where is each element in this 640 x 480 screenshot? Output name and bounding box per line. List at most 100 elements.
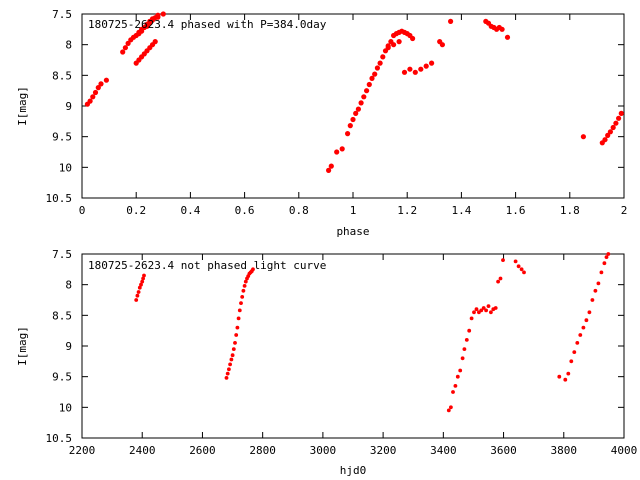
- data-point: [391, 42, 397, 48]
- data-point: [152, 39, 158, 45]
- unphased-y-axis-label: I[mag]: [16, 326, 29, 366]
- data-point: [474, 307, 479, 312]
- x-tick-label: 0.8: [289, 204, 309, 217]
- data-point: [364, 88, 370, 94]
- data-point: [410, 35, 416, 42]
- unphased-x-axis-label: hjd0: [340, 464, 367, 477]
- data-point: [590, 298, 595, 302]
- data-point: [120, 49, 126, 55]
- data-point: [499, 26, 505, 32]
- data-point: [618, 110, 624, 116]
- data-point: [569, 359, 574, 364]
- x-tick-label: 0.6: [235, 204, 255, 217]
- data-point: [230, 353, 235, 358]
- data-point: [233, 341, 237, 345]
- data-point: [122, 45, 128, 51]
- data-point: [453, 384, 458, 388]
- data-point: [412, 69, 418, 75]
- unphased-data-points: [134, 252, 611, 413]
- data-point: [103, 77, 109, 83]
- x-tick-label: 3200: [370, 444, 397, 457]
- data-point: [606, 252, 611, 256]
- data-point: [587, 310, 592, 315]
- data-point: [366, 81, 372, 88]
- data-point: [224, 376, 229, 380]
- y-tick-label: 10: [59, 401, 72, 414]
- data-point: [372, 71, 378, 77]
- data-point: [251, 267, 255, 272]
- data-point: [575, 341, 580, 345]
- data-point: [98, 81, 104, 87]
- data-point: [369, 75, 375, 81]
- data-point: [90, 94, 96, 100]
- data-point: [486, 304, 491, 308]
- data-point: [229, 357, 234, 362]
- data-point: [345, 131, 351, 137]
- data-point: [227, 367, 231, 372]
- data-point: [242, 284, 247, 288]
- data-point: [353, 110, 359, 116]
- phased-plot-frame: [81, 13, 625, 199]
- unphased-plot-title: 180725-2623.4 not phased light curve: [88, 259, 326, 272]
- data-point: [142, 273, 146, 278]
- data-point: [593, 288, 598, 293]
- x-tick-label: 3800: [551, 444, 578, 457]
- x-tick-label: 1.8: [560, 204, 580, 217]
- y-tick-label: 10: [59, 161, 72, 174]
- x-tick-label: 0.2: [126, 204, 146, 217]
- data-point: [439, 42, 445, 48]
- data-point: [334, 149, 340, 155]
- y-tick-label: 8.5: [52, 69, 72, 82]
- data-point: [455, 374, 460, 379]
- unphased-light-curve-panel: 2200 2400 2600 2800 3000 3200 3400 3600 3800 4000…: [16, 248, 637, 477]
- data-point: [449, 405, 453, 410]
- data-point: [235, 325, 240, 330]
- data-point: [462, 347, 467, 351]
- x-tick-label: 3600: [490, 444, 517, 457]
- data-point: [358, 100, 364, 106]
- data-point: [522, 270, 526, 275]
- data-point: [243, 279, 248, 284]
- y-tick-label: 8: [65, 279, 72, 292]
- data-point: [578, 333, 583, 337]
- data-point: [605, 132, 611, 138]
- data-point: [604, 255, 609, 259]
- x-tick-label: 3000: [310, 444, 337, 457]
- x-tick-label: 2600: [189, 444, 216, 457]
- phased-y-axis-label: I[mag]: [16, 86, 29, 126]
- data-point: [418, 66, 424, 72]
- data-point: [489, 310, 493, 315]
- x-tick-label: 0: [79, 204, 86, 217]
- data-point: [451, 390, 455, 394]
- data-point: [458, 368, 463, 373]
- data-point: [139, 282, 143, 287]
- data-point: [610, 124, 616, 131]
- x-tick-label: 1.4: [451, 204, 471, 217]
- data-point: [125, 40, 131, 47]
- data-point: [95, 85, 101, 91]
- data-point: [239, 301, 243, 305]
- data-point: [513, 259, 518, 264]
- data-point: [481, 306, 486, 310]
- phased-light-curve-panel: 0 0.2 0.4 0.6 0.8 1 1.2 1.4 1.6 1.8 2 7.5 8 8.5 9 9.5 10…: [16, 8, 627, 238]
- data-point: [160, 11, 166, 17]
- data-point: [446, 408, 451, 413]
- data-point: [234, 333, 239, 337]
- data-point: [498, 276, 503, 281]
- x-tick-label: 3400: [430, 444, 457, 457]
- phased-plot-title: 180725-2623.4 phased with P=384.0day: [88, 18, 327, 31]
- data-point: [599, 270, 604, 275]
- data-point: [385, 45, 391, 51]
- data-point: [460, 356, 465, 361]
- data-point: [326, 167, 332, 173]
- data-point: [423, 63, 429, 69]
- data-point: [350, 116, 356, 123]
- data-point: [241, 288, 246, 293]
- data-point: [484, 308, 488, 313]
- data-point: [616, 115, 622, 121]
- y-tick-label: 10.5: [46, 192, 73, 205]
- data-point: [328, 163, 334, 169]
- data-point: [225, 371, 230, 376]
- data-point: [339, 146, 345, 152]
